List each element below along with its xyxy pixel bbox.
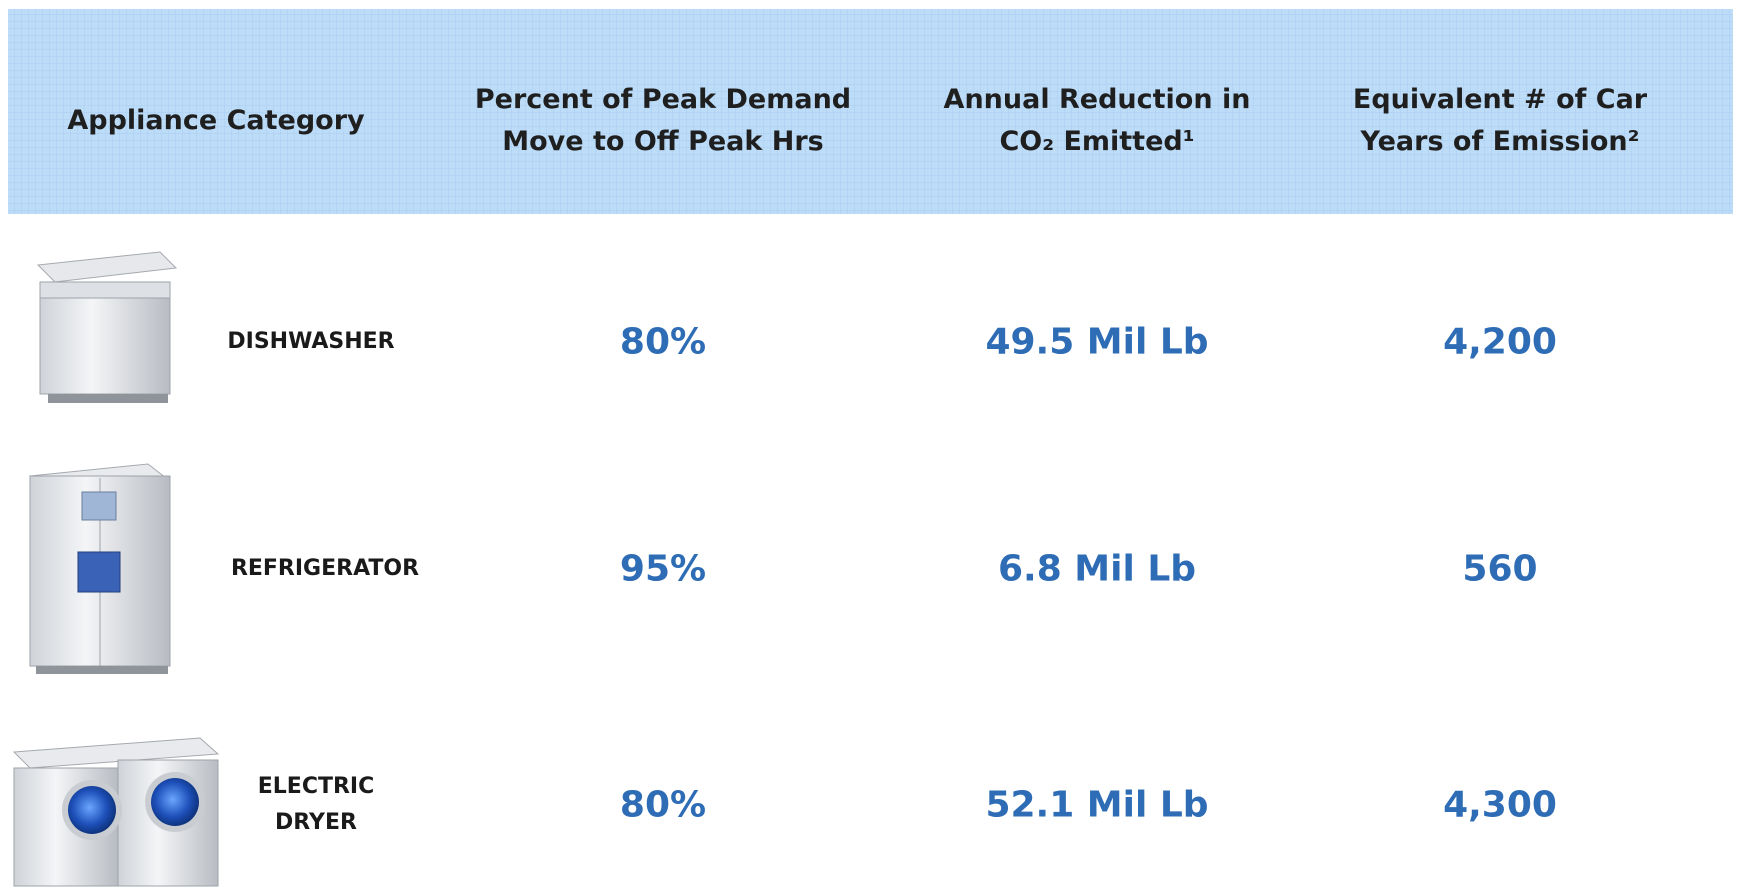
value-cell: 95% — [619, 548, 707, 590]
dryer-icon — [12, 737, 220, 887]
dishwasher-icon — [36, 251, 178, 403]
header-cell: Years of Emission² — [1360, 126, 1640, 157]
value-cell: 52.1 Mil Lb — [985, 784, 1209, 826]
appliance-name: ELECTRIC — [257, 774, 375, 799]
header-band — [8, 9, 1733, 214]
appliance-name: DISHWASHER — [227, 329, 395, 354]
value-cell: 560 — [1462, 548, 1538, 590]
value-cell: 80% — [619, 321, 707, 363]
appliance-name: DRYER — [275, 810, 357, 835]
header-cell: Move to Off Peak Hrs — [502, 126, 824, 157]
refrigerator-icon — [28, 463, 171, 674]
appliance-name: REFRIGERATOR — [230, 556, 420, 581]
header-cell: Equivalent # of Car — [1352, 84, 1648, 115]
value-cell: 49.5 Mil Lb — [985, 321, 1209, 363]
header-cell: CO₂ Emitted¹ — [999, 126, 1195, 157]
value-cell: 80% — [619, 784, 707, 826]
header-cell: Appliance Category — [67, 105, 365, 136]
header-cell: Annual Reduction in — [943, 84, 1251, 115]
value-cell: 4,300 — [1443, 784, 1557, 826]
value-cell: 6.8 Mil Lb — [997, 548, 1197, 590]
value-cell: 4,200 — [1443, 321, 1557, 363]
header-cell: Percent of Peak Demand — [474, 84, 852, 115]
